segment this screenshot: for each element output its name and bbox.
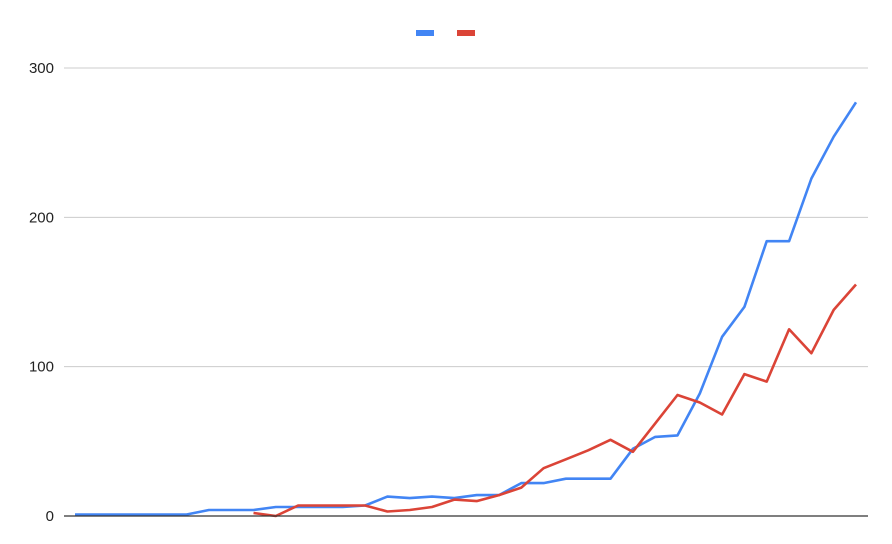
y-tick-label: 100 <box>29 359 54 376</box>
y-tick-label: 200 <box>29 209 54 226</box>
legend-swatch-1[interactable] <box>416 30 434 36</box>
y-tick-label: 0 <box>46 508 54 525</box>
legend-swatch-2[interactable] <box>457 30 475 36</box>
legend <box>416 30 475 36</box>
y-tick-label: 300 <box>29 60 54 77</box>
gridlines <box>64 67 868 368</box>
series-line-1 <box>75 101 858 516</box>
series-line-2 <box>253 283 857 518</box>
series-lines <box>75 101 858 518</box>
y-axis-ticks: 0 100 200 300 <box>29 60 54 525</box>
